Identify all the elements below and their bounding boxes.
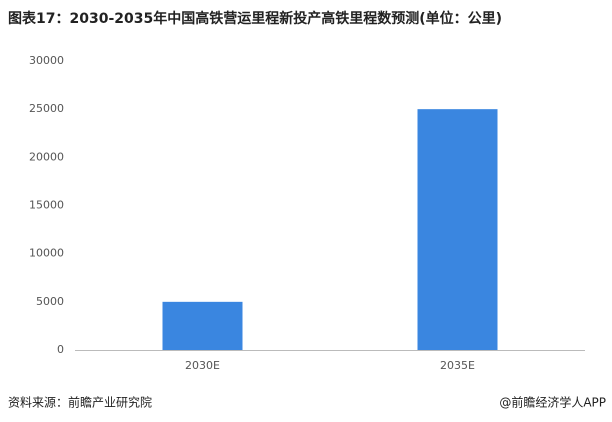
y-tick-label: 0	[57, 343, 64, 356]
y-tick-label: 25000	[29, 102, 64, 115]
credit: @前瞻经济学人APP	[499, 395, 606, 410]
source-note: 资料来源：前瞻产业研究院	[8, 395, 152, 410]
x-tick-label: 2035E	[440, 359, 475, 372]
bar	[162, 301, 243, 350]
y-tick-label: 5000	[36, 295, 64, 308]
bar	[417, 109, 498, 351]
y-tick-label: 10000	[29, 247, 64, 260]
chart-title: 图表17：2030-2035年中国高铁营运里程新投产高铁里程数预测(单位：公里)	[8, 10, 502, 27]
x-tick-label: 2030E	[185, 359, 220, 372]
y-tick-label: 20000	[29, 150, 64, 163]
y-tick-label: 15000	[29, 199, 64, 212]
y-tick-label: 30000	[29, 54, 64, 67]
